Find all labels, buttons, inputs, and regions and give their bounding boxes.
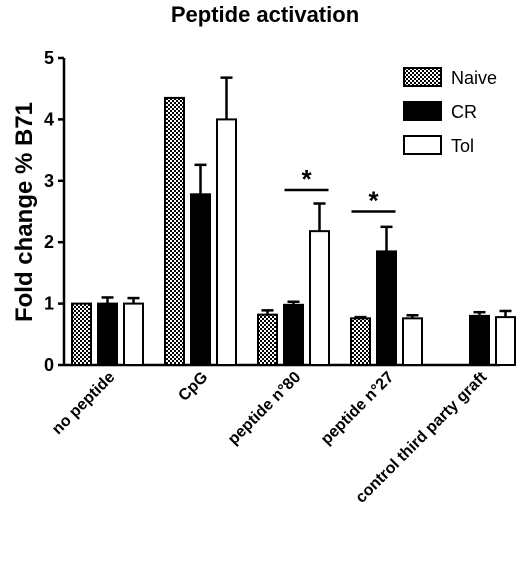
- bar-tol-4: [495, 316, 516, 366]
- bar-cr-2: [283, 303, 304, 367]
- y-tick-label: 2: [44, 232, 54, 252]
- y-tick-label: 4: [44, 109, 54, 129]
- bar-naive-0: [71, 302, 92, 367]
- legend: Naive CR Tol: [403, 67, 497, 156]
- bar-naive-3: [350, 317, 371, 366]
- significance-star: *: [301, 164, 312, 194]
- x-category-label: no peptide: [49, 369, 118, 438]
- legend-label: CR: [451, 102, 477, 122]
- y-tick-label: 0: [44, 355, 54, 375]
- bar-naive-1: [164, 96, 185, 366]
- error-bars: [101, 76, 512, 319]
- significance-markers: **: [284, 164, 396, 216]
- bar-cr-3: [376, 250, 397, 366]
- bar-tol-3: [402, 317, 423, 366]
- x-category-label: peptide n°80: [225, 369, 304, 448]
- y-tick-label: 1: [44, 294, 54, 314]
- legend-label: Naive: [451, 68, 497, 88]
- legend-swatch-naive: [403, 67, 442, 87]
- x-category-label: CpG: [175, 369, 211, 405]
- bar-cr-4: [469, 314, 490, 367]
- bars: [71, 96, 516, 367]
- y-tick-label: 3: [44, 171, 54, 191]
- legend-swatch-tol: [403, 135, 442, 155]
- y-tick-label: 5: [44, 48, 54, 68]
- legend-swatch-cr: [403, 101, 442, 121]
- legend-label: Tol: [451, 136, 474, 156]
- chart-title: Peptide activation: [171, 2, 359, 27]
- bar-tol-2: [309, 230, 330, 366]
- bar-naive-2: [257, 313, 278, 367]
- y-axis-label: Fold change % B71: [11, 102, 38, 322]
- x-axis-categories: no peptide CpG peptide n°80 peptide n°27con…: [49, 368, 491, 506]
- bar-tol-0: [123, 302, 144, 367]
- bar-cr-0: [97, 302, 118, 367]
- significance-star: *: [368, 186, 379, 216]
- x-category-label: peptide n°27: [318, 369, 397, 448]
- bar-tol-1: [216, 118, 237, 367]
- bar-cr-1: [190, 193, 211, 366]
